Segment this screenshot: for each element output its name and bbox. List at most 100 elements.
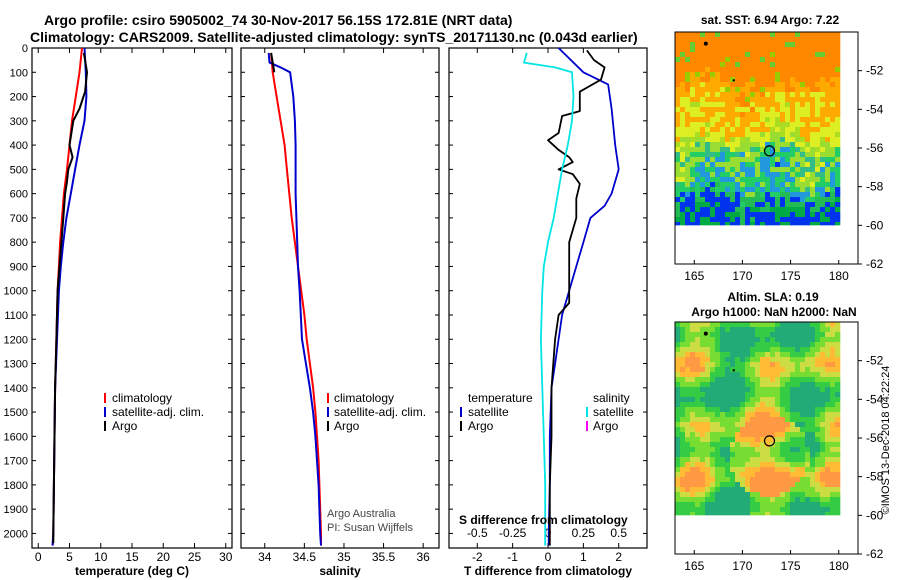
map-cell [800,107,806,113]
map-cell [690,52,696,58]
x-tick-label: 180 [829,559,849,573]
map-cell [725,82,731,88]
map-cell [780,422,786,428]
map-cell [745,377,751,383]
map-cell [710,117,716,123]
map-cell [685,367,691,373]
map-cell [675,207,681,213]
map-cell [800,357,806,363]
map-cell [800,132,806,138]
map-cell [750,87,756,93]
y-tick-label: 1500 [4,407,28,419]
map-cell [690,172,696,178]
map-cell [700,122,706,128]
map-cell [790,222,796,228]
map-cell [705,192,711,198]
map-cell [725,177,731,183]
map-cell [780,142,786,148]
map-cell [695,222,701,228]
map-cell [795,472,801,478]
map-cell [695,432,701,438]
map-cell [735,167,741,173]
y-tick-label: 300 [10,116,28,128]
map-cell [770,347,776,353]
map-cell [695,77,701,83]
map-cell [700,462,706,468]
map-cell [715,472,721,478]
map-cell [805,357,811,363]
map-cell [695,67,701,73]
map-cell [810,222,816,228]
map-cell [800,397,806,403]
map-cell [700,32,706,38]
map-cell [715,382,721,388]
map-cell [685,122,691,128]
map-cell [830,342,836,348]
map-cell [735,392,741,398]
map-cell [705,117,711,123]
map-cell [730,502,736,508]
map-cell [795,42,801,48]
map-cell [775,37,781,43]
map-cell [780,62,786,68]
map-cell [685,107,691,113]
map-cell [825,192,831,198]
map-cell [760,127,766,133]
map-cell [760,447,766,453]
map-cell [690,387,696,393]
map-cell [695,492,701,498]
map-cell [810,387,816,393]
map-cell [785,512,791,518]
map-cell [765,452,771,458]
map-cell [795,202,801,208]
temperature-legend: climatology satellite-adj. clim. Argo [104,391,204,433]
map-cell [675,447,681,453]
map-cell [735,357,741,363]
map-cell [730,132,736,138]
map-cell [785,382,791,388]
map-cell [680,352,686,358]
map-cell [700,402,706,408]
map-cell [675,442,681,448]
map-cell [790,107,796,113]
map-cell [715,222,721,228]
map-cell [710,437,716,443]
map-cell [825,42,831,48]
map-cell [745,372,751,378]
map-cell [755,212,761,218]
map-cell [830,222,836,228]
map-cell [825,407,831,413]
map-cell [740,427,746,433]
map-cell [825,127,831,133]
map-cell [735,47,741,53]
map-cell [760,87,766,93]
s-difference-axis-title: S difference from climatology [459,513,628,527]
map-cell [785,77,791,83]
map-cell [745,77,751,83]
map-cell [805,382,811,388]
map-cell [710,122,716,128]
map-cell [725,482,731,488]
y-tick-label: 200 [10,92,28,104]
map-cell [735,387,741,393]
map-cell [680,452,686,458]
map-cell [815,442,821,448]
map-cell [705,412,711,418]
map-cell [735,412,741,418]
map-cell [700,507,706,513]
map-cell [820,87,826,93]
map-cell [815,452,821,458]
series-line-Argo [52,52,88,544]
map-cell [675,362,681,368]
map-cell [805,457,811,463]
map-cell [825,167,831,173]
map-cell [690,372,696,378]
map-cell [815,187,821,193]
map-cell [715,137,721,143]
map-cell [805,217,811,223]
map-cell [835,57,841,63]
map-cell [745,472,751,478]
map-cell [775,57,781,63]
map-cell [770,72,776,78]
map-cell [760,47,766,53]
